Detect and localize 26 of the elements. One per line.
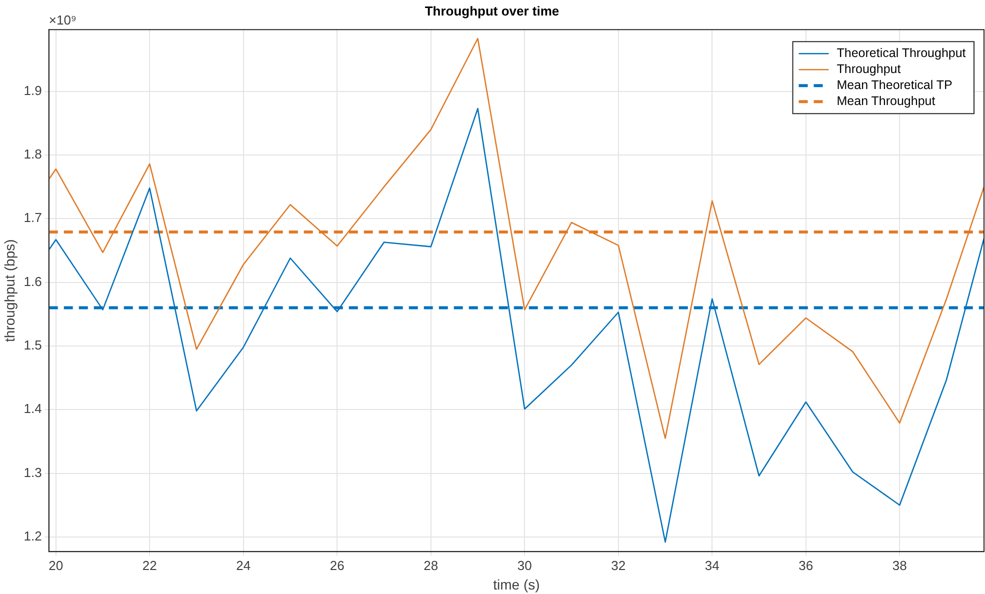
x-tick-label: 24	[236, 558, 251, 573]
y-tick-label: 1.2	[24, 528, 42, 544]
legend-label: Mean Throughput	[836, 94, 936, 108]
legend-label: Throughput	[836, 62, 902, 76]
x-tick-label: 38	[892, 558, 907, 573]
x-tick-label: 32	[611, 558, 626, 573]
y-tick-label: 1.7	[24, 210, 42, 226]
y-tick-label: 1.8	[24, 146, 42, 162]
y-tick-label: 1.3	[24, 464, 42, 480]
x-tick-label: 28	[424, 558, 438, 573]
y-tick-label: 1.4	[24, 401, 42, 416]
x-tick-label: 34	[704, 558, 720, 573]
x-tick-label: 30	[517, 558, 532, 573]
y-tick-label: 1.6	[24, 274, 42, 289]
legend-label: Mean Theoretical TP	[836, 78, 952, 92]
x-tick-label: 20	[48, 558, 64, 573]
x-tick-label: 22	[142, 558, 157, 573]
y-axis-title: throughput (bps)	[1, 239, 18, 342]
y-tick-label: 1.5	[24, 338, 42, 353]
x-axis-title: time (s)	[493, 576, 540, 592]
x-tick-label: 36	[798, 558, 814, 573]
text: ×10⁹	[48, 12, 76, 28]
y-tick-label: 1.9	[24, 82, 42, 98]
chart-title: Throughput over time	[424, 3, 560, 18]
x-tick-label: 26	[330, 558, 344, 573]
legend-label: Theoretical Throughput	[836, 46, 966, 60]
